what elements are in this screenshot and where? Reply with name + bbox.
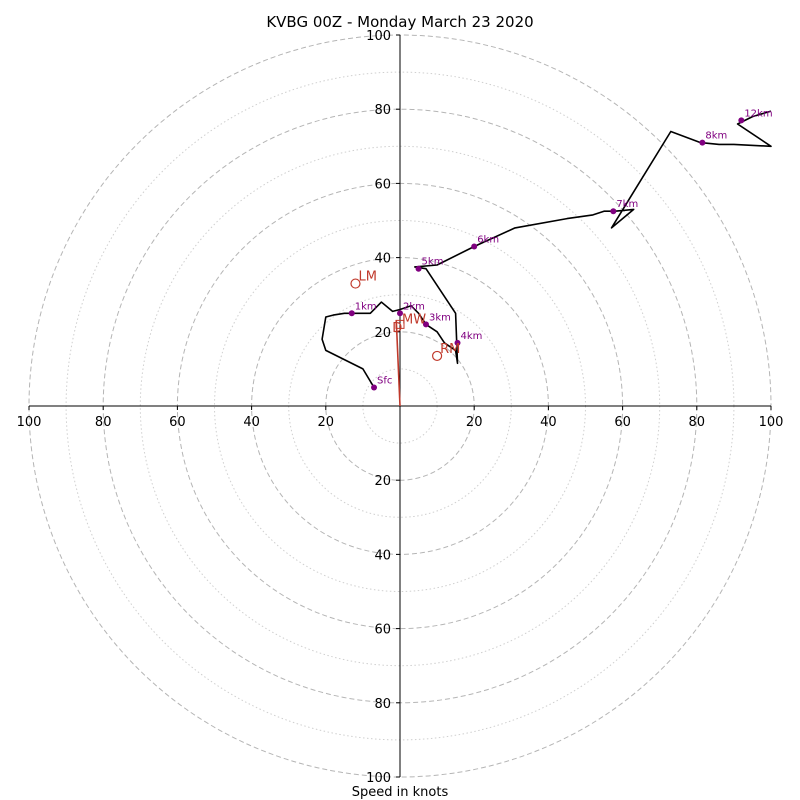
height-marker-7km [610,208,617,215]
storm-motion-marker-RM [432,350,443,362]
y-tick-label: 60 [374,177,391,192]
y-tick-label: 40 [374,252,391,267]
y-tick-label: 80 [374,103,391,118]
y-tick-label: 80 [374,697,391,712]
height-label-4km: 4km [461,331,483,342]
shear-vector [395,320,401,407]
height-marker-3km [422,321,429,328]
height-label-7km: 7km [616,199,638,210]
storm-motions: LM RM MWD [350,270,460,362]
chart-title: KVBG 00Z - Monday March 23 2020 [266,13,533,31]
y-tick-label: 20 [374,474,391,489]
y-tick-label: 100 [366,771,391,786]
height-label-2km: 2km [403,301,425,312]
y-tick-labels: 100 80 60 40 20 20 40 60 80 100 [366,29,400,786]
x-tick-label: 60 [169,415,186,430]
y-tick-label: 60 [374,623,391,638]
y-tick-label: 100 [366,29,391,44]
hodograph-trace [321,110,772,388]
storm-motion-label-D: D [392,321,402,336]
x-tick-label: 80 [95,415,112,430]
x-tick-label: 20 [466,415,483,430]
x-tick-label: 100 [17,415,42,430]
storm-motion-label-RM: RM [440,342,460,357]
x-tick-label: 20 [318,415,335,430]
height-label-8km: 8km [705,131,727,142]
height-markers: Sfc 1km 2km 3km 4km 5km 6km 7km 8km 12km [348,108,773,391]
shear-vector-line [395,320,401,407]
storm-motion-marker-LM [350,278,361,289]
hodograph-line [321,110,772,388]
x-tick-label: 40 [540,415,557,430]
storm-motion-label-MW: MW [402,312,426,327]
height-marker-Sfc [371,384,378,391]
height-label-1km: 1km [355,301,377,312]
height-label-6km: 6km [477,234,499,245]
height-marker-5km [415,265,422,272]
x-tick-label: 60 [614,415,631,430]
x-tick-label: 100 [759,415,784,430]
height-marker-2km [397,310,403,317]
height-marker-8km [699,139,706,146]
x-axis-label: Speed in knots [352,785,449,800]
height-marker-12km [738,117,745,124]
height-marker-4km [454,339,461,346]
height-label-12km: 12km [744,108,772,119]
x-tick-label: 40 [243,415,260,430]
x-tick-label: 80 [689,415,706,430]
x-tick-labels: 100 80 60 40 20 20 40 60 80 100 [17,406,784,430]
storm-motion-label-LM: LM [358,270,376,285]
height-label-3km: 3km [429,312,451,323]
height-label-Sfc: Sfc [377,375,392,386]
y-tick-label: 20 [374,326,391,341]
y-tick-label: 40 [374,548,391,563]
height-marker-6km [471,243,478,250]
height-label-5km: 5km [422,257,444,268]
height-marker-1km [348,310,355,317]
storm-motion-marker-MW [395,319,405,329]
